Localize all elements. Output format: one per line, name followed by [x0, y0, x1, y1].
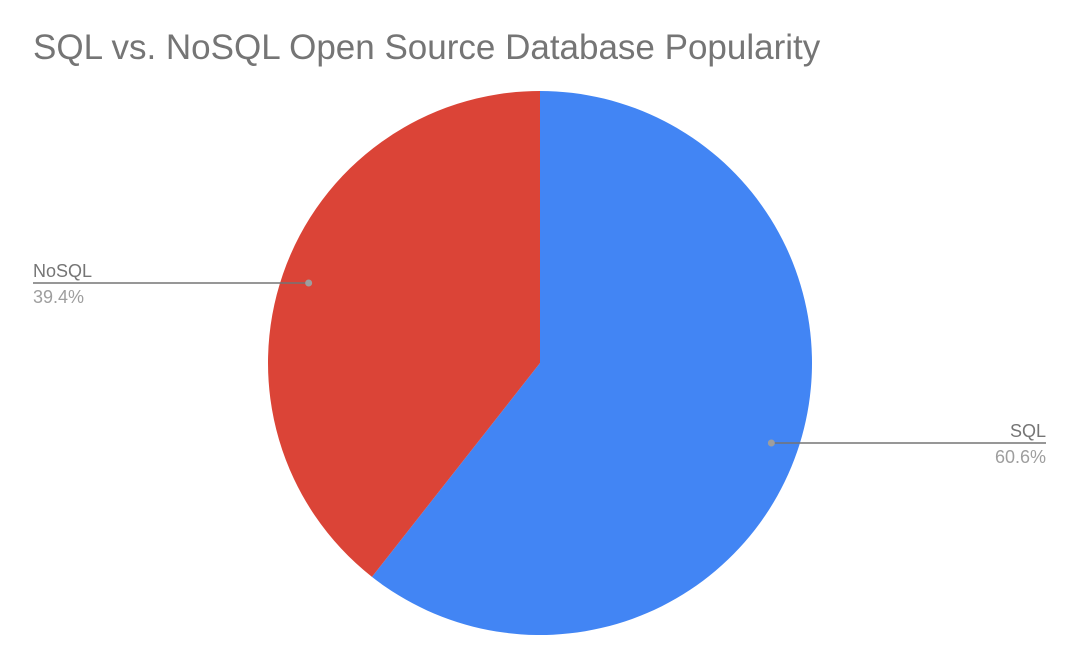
pie-slice-sql[interactable]: [371, 91, 812, 635]
slice-percent-label: 60.6%: [995, 447, 1046, 467]
slice-percent-label: 39.4%: [33, 287, 84, 307]
leader-dot: [767, 439, 775, 447]
slice-label: NoSQL: [33, 261, 92, 281]
slice-label: SQL: [1010, 421, 1046, 441]
leader-dot: [305, 279, 313, 287]
chart-title: SQL vs. NoSQL Open Source Database Popul…: [33, 28, 821, 67]
pie-slice-nosql[interactable]: [267, 91, 540, 577]
